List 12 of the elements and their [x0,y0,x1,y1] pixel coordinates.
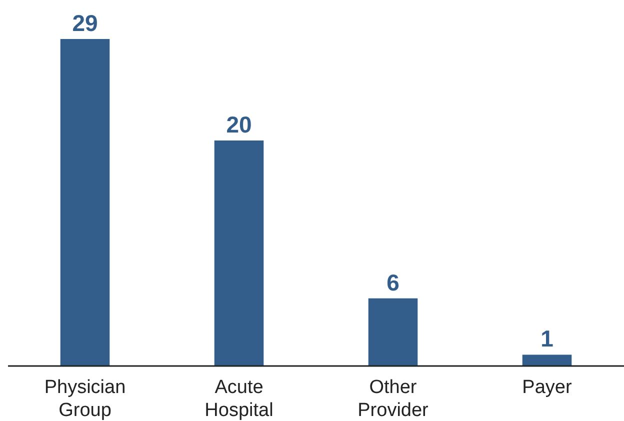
x-tick-label: Acute Hospital [204,377,274,421]
data-label: 6 [386,269,400,296]
data-label: 29 [72,10,98,36]
bar [214,140,264,366]
bar [60,39,110,366]
data-label: 20 [226,111,252,138]
x-tick-label: Other Provider [358,377,430,421]
data-label: 1 [540,326,554,352]
x-tick-label: Payer [522,377,572,398]
bar [368,298,418,366]
bar [522,354,572,366]
x-tick-label: Physician Group [44,377,126,421]
